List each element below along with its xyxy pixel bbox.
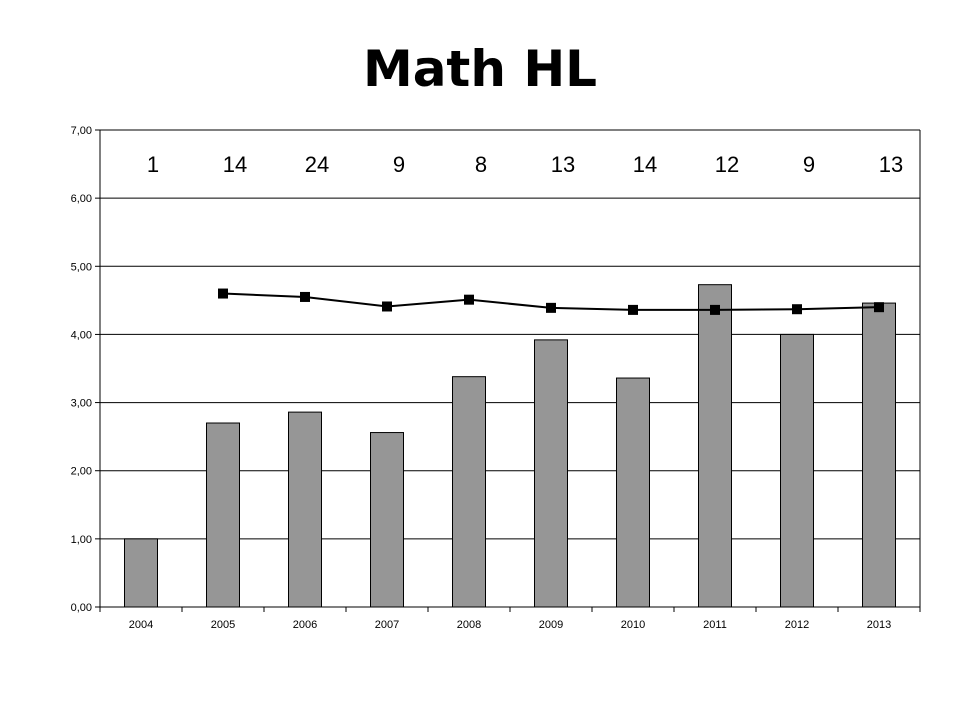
bar — [124, 538, 158, 608]
y-tick-label: 4,00 — [71, 329, 92, 341]
line-point — [464, 294, 474, 305]
bar — [616, 377, 650, 608]
line-point — [382, 301, 392, 312]
count-label: 14 — [633, 152, 657, 177]
count-label: 12 — [715, 152, 739, 177]
count-label: 8 — [475, 152, 487, 177]
count-annotations: 1 14 24 9 8 13 14 12 9 13 — [147, 152, 903, 177]
y-tick-label: 1,00 — [71, 534, 92, 546]
axes: 0,00 1,00 2,00 3,00 4,00 5,00 6,00 7,00 2004 2005… — [71, 125, 921, 631]
chart-title: Math HL — [362, 40, 598, 98]
bar — [370, 432, 404, 608]
count-label: 13 — [551, 152, 575, 177]
x-tick-label: 2005 — [211, 619, 235, 631]
bar — [698, 284, 732, 608]
x-tick-label: 2010 — [621, 619, 645, 631]
bar-series — [124, 284, 896, 608]
bar — [452, 376, 486, 608]
count-label: 14 — [223, 152, 247, 177]
bar — [288, 411, 322, 608]
line-point — [300, 291, 310, 302]
count-label: 13 — [879, 152, 903, 177]
line-point — [710, 304, 720, 315]
y-tick-label: 5,00 — [71, 261, 92, 273]
x-tick-label: 2006 — [293, 619, 317, 631]
x-tick-label: 2004 — [129, 619, 153, 631]
line-point — [546, 302, 556, 313]
x-tick-label: 2007 — [375, 619, 399, 631]
count-label: 24 — [305, 152, 329, 177]
y-tick-label: 7,00 — [71, 125, 92, 137]
x-tick-label: 2009 — [539, 619, 563, 631]
y-tick-label: 0,00 — [71, 602, 92, 614]
y-tick-label: 6,00 — [71, 193, 92, 205]
line-point — [874, 302, 884, 313]
count-label: 9 — [393, 152, 405, 177]
x-tick-label: 2012 — [785, 619, 809, 631]
line-point — [628, 304, 638, 315]
bar — [862, 302, 896, 608]
y-tick-label: 2,00 — [71, 466, 92, 478]
line-point — [792, 304, 802, 315]
line-point — [218, 288, 228, 299]
x-tick-label: 2011 — [703, 619, 727, 631]
x-tick-label: 2008 — [457, 619, 481, 631]
y-tick-label: 3,00 — [71, 398, 92, 410]
count-label: 1 — [147, 152, 159, 177]
bar — [206, 422, 240, 608]
count-label: 9 — [803, 152, 815, 177]
line-series — [218, 288, 884, 315]
x-tick-label: 2013 — [867, 619, 891, 631]
bar — [534, 339, 568, 608]
bar — [780, 333, 814, 608]
